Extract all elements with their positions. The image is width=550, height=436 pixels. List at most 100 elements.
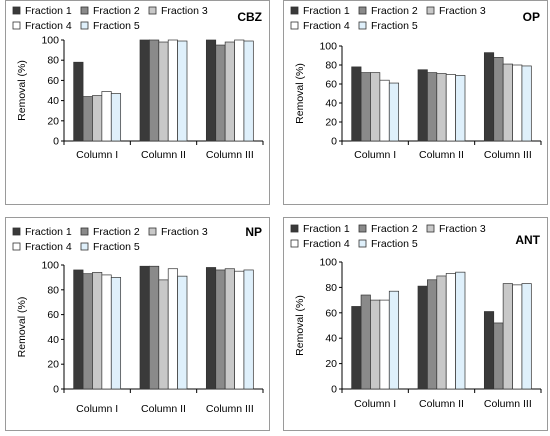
bar-np-1-f1 <box>73 269 84 390</box>
bar-ant-3-f3 <box>502 283 513 390</box>
y-tick-label: 40 <box>325 98 337 110</box>
chart-panel-op: Fraction 1 Fraction 2 Fraction 3 Fraction 4… <box>283 0 548 205</box>
y-tick-label: 20 <box>47 115 59 127</box>
y-tick-label: 20 <box>325 358 337 370</box>
bar-ant-2-f4 <box>445 273 456 390</box>
bar-ant-3-f2 <box>493 322 504 390</box>
y-axis-label: Removal (%) <box>16 297 28 358</box>
bar-op-2-f4 <box>445 74 456 142</box>
legend-label: Fraction 2 <box>93 226 140 238</box>
x-category-label: Column I <box>354 398 396 410</box>
bar-np-3-f5 <box>243 269 254 390</box>
legend-label: Fraction 4 <box>25 241 72 253</box>
legend-label: Fraction 3 <box>439 223 486 235</box>
x-category-label: Column II <box>419 149 464 161</box>
bar-op-2-f5 <box>455 75 466 142</box>
bar-op-3-f3 <box>502 63 513 142</box>
chart-title: NP <box>245 225 262 239</box>
y-tick-label: 100 <box>319 41 337 53</box>
chart-panel-np: Fraction 1 Fraction 2 Fraction 3 Fraction 4… <box>5 217 270 431</box>
legend-label: Fraction 4 <box>25 20 72 32</box>
chart-svg-op: Fraction 1 Fraction 2 Fraction 3 Fraction 4… <box>283 0 548 205</box>
legend-swatch <box>290 21 299 30</box>
bar-np-2-f3 <box>158 279 169 390</box>
legend-label: Fraction 5 <box>93 20 140 32</box>
bar-cbz-2-f4 <box>167 39 178 142</box>
legend-swatch <box>80 227 89 236</box>
bar-op-2-f2 <box>427 72 438 142</box>
legend-swatch <box>290 224 299 233</box>
bar-ant-2-f3 <box>436 275 447 390</box>
y-tick-label: 100 <box>319 257 337 269</box>
y-tick-label: 0 <box>331 136 337 148</box>
bar-op-2-f3 <box>436 73 447 142</box>
bar-op-2-f1 <box>417 69 428 142</box>
legend-label: Fraction 4 <box>303 20 350 32</box>
legend-label: Fraction 1 <box>303 223 350 235</box>
bar-cbz-1-f2 <box>82 96 93 142</box>
legend-swatch <box>148 6 157 15</box>
bar-cbz-2-f2 <box>149 39 160 142</box>
legend-swatch <box>290 239 299 248</box>
bar-np-2-f2 <box>149 265 160 390</box>
chart-svg-cbz: Fraction 1 Fraction 2 Fraction 3 Fraction 4… <box>5 0 270 205</box>
y-tick-label: 60 <box>47 75 59 87</box>
bar-cbz-3-f4 <box>234 39 245 142</box>
bar-np-2-f5 <box>177 275 188 390</box>
x-category-label: Column II <box>141 403 186 415</box>
x-category-label: Column III <box>206 149 254 161</box>
legend-label: Fraction 4 <box>303 238 350 250</box>
bar-ant-3-f1 <box>483 311 495 390</box>
bar-np-1-f2 <box>82 273 93 390</box>
legend-label: Fraction 1 <box>303 5 350 17</box>
y-tick-label: 20 <box>325 117 337 129</box>
x-category-label: Column III <box>484 149 532 161</box>
x-category-label: Column I <box>354 149 396 161</box>
bar-ant-2-f5 <box>455 271 466 390</box>
bar-ant-1-f4 <box>379 299 390 390</box>
x-category-label: Column III <box>484 398 532 410</box>
bar-cbz-3-f1 <box>205 39 217 142</box>
y-tick-label: 0 <box>53 136 59 148</box>
bar-cbz-3-f2 <box>215 44 226 142</box>
chart-panel-cbz: Fraction 1 Fraction 2 Fraction 3 Fraction 4… <box>5 0 270 205</box>
bar-np-2-f4 <box>167 268 178 390</box>
bar-cbz-3-f3 <box>224 41 235 142</box>
legend-swatch <box>426 224 435 233</box>
bar-np-2-f1 <box>139 265 150 390</box>
y-tick-label: 20 <box>47 359 59 371</box>
legend-swatch <box>290 6 299 15</box>
legend-label: Fraction 5 <box>371 238 418 250</box>
chart-title: OP <box>523 10 540 24</box>
bar-np-3-f2 <box>215 269 226 390</box>
bar-np-3-f1 <box>205 267 217 390</box>
y-tick-label: 100 <box>41 35 59 47</box>
legend-swatch <box>80 6 89 15</box>
y-axis-label: Removal (%) <box>16 60 28 121</box>
bar-cbz-1-f4 <box>101 91 112 142</box>
legend-swatch <box>358 6 367 15</box>
legend-swatch <box>148 227 157 236</box>
bar-op-1-f1 <box>351 66 362 142</box>
bar-op-1-f5 <box>388 82 400 142</box>
y-tick-label: 100 <box>41 260 59 272</box>
legend-swatch <box>12 21 21 30</box>
x-category-label: Column I <box>76 149 118 161</box>
legend-label: Fraction 1 <box>25 226 72 238</box>
legend-label: Fraction 3 <box>439 5 486 17</box>
bar-np-3-f4 <box>234 270 245 390</box>
x-category-label: Column I <box>76 403 118 415</box>
bar-cbz-1-f5 <box>110 93 122 142</box>
y-tick-label: 80 <box>325 282 337 294</box>
bar-cbz-2-f3 <box>158 41 169 142</box>
bar-ant-2-f1 <box>417 285 428 390</box>
y-tick-label: 60 <box>325 307 337 319</box>
legend-swatch <box>358 239 367 248</box>
bar-op-3-f1 <box>483 52 495 142</box>
y-axis-label: Removal (%) <box>294 295 306 356</box>
y-tick-label: 80 <box>47 55 59 67</box>
legend-label: Fraction 5 <box>93 241 140 253</box>
bar-op-1-f3 <box>370 72 381 142</box>
bar-ant-1-f5 <box>388 290 400 390</box>
bar-ant-1-f3 <box>370 299 381 390</box>
